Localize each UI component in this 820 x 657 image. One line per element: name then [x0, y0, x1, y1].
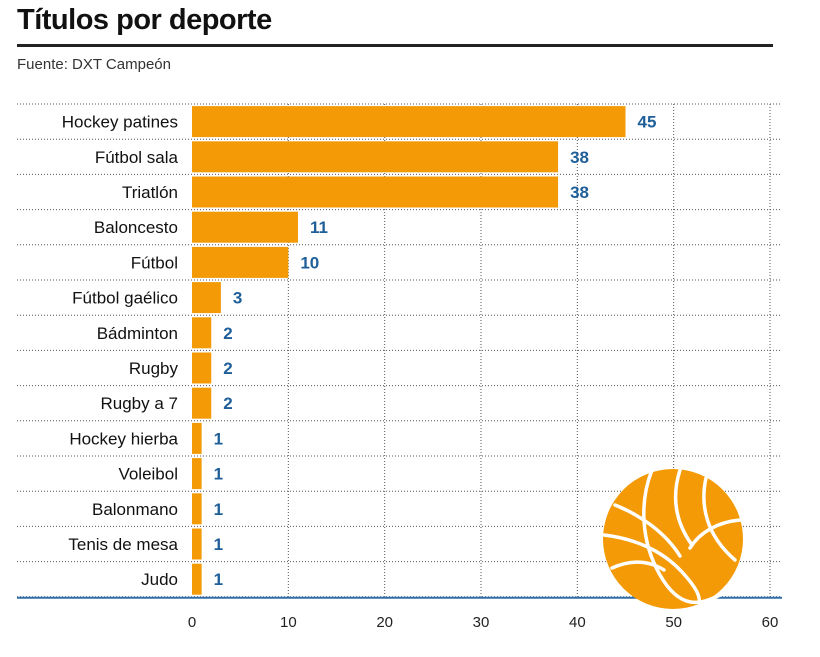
x-tick-label: 10 — [280, 614, 297, 631]
value-label: 1 — [214, 465, 223, 484]
bar — [192, 211, 298, 243]
value-label: 2 — [223, 324, 232, 343]
category-label: Baloncesto — [94, 218, 178, 237]
basketball-body — [603, 469, 743, 609]
category-label: Fútbol — [131, 253, 178, 272]
value-label: 11 — [310, 218, 328, 237]
bar — [192, 176, 559, 208]
bar — [192, 422, 202, 454]
value-label: 45 — [638, 113, 657, 132]
category-label: Tenis de mesa — [68, 535, 178, 554]
bar — [192, 141, 559, 173]
bar — [192, 106, 626, 138]
category-label: Fútbol sala — [95, 148, 179, 167]
basketball-seam — [613, 503, 682, 558]
bar — [192, 528, 202, 560]
value-label: 1 — [214, 570, 223, 589]
basketball-seam — [688, 518, 742, 550]
basketball-seam — [602, 533, 702, 608]
bar — [192, 317, 212, 349]
x-tick-label: 20 — [376, 614, 393, 631]
x-tick-label: 50 — [665, 614, 682, 631]
bar — [192, 493, 202, 525]
value-label: 10 — [300, 253, 319, 272]
basketball-seam — [673, 468, 694, 547]
value-label: 1 — [214, 535, 223, 554]
basketball-seam — [610, 560, 666, 572]
category-label: Hockey hierba — [69, 429, 178, 448]
bar — [192, 387, 212, 419]
category-label: Judo — [141, 570, 178, 589]
chart-source: Fuente: DXT Campeón — [17, 56, 171, 73]
value-label: 38 — [570, 148, 589, 167]
category-label: Voleibol — [118, 465, 178, 484]
grid-lines — [17, 103, 782, 598]
bar — [192, 282, 221, 314]
labels: Hockey patines 45 Fútbol sala 38 Triatlón 38 B… — [62, 113, 657, 590]
value-label: 3 — [233, 289, 242, 308]
value-label: 1 — [214, 429, 223, 448]
x-tick-label: 40 — [569, 614, 586, 631]
bar — [192, 563, 202, 595]
value-label: 2 — [223, 359, 232, 378]
category-label: Hockey patines — [62, 113, 178, 132]
bar — [192, 352, 212, 384]
title-rule — [17, 44, 773, 47]
category-label: Triatlón — [122, 183, 178, 202]
bars — [192, 106, 626, 595]
category-label: Rugby — [129, 359, 179, 378]
bar — [192, 458, 202, 490]
basketball-seam — [702, 476, 737, 562]
category-label: Balonmano — [92, 500, 178, 519]
x-tick-label: 0 — [188, 614, 196, 631]
value-label: 2 — [223, 394, 232, 413]
bar — [192, 246, 289, 278]
category-label: Fútbol gaélico — [72, 289, 178, 308]
x-tick-label: 60 — [762, 614, 779, 631]
chart-title: Títulos por deporte — [17, 4, 272, 36]
category-label: Rugby a 7 — [101, 394, 179, 413]
basketball-icon — [602, 468, 743, 609]
value-label: 1 — [214, 500, 223, 519]
value-label: 38 — [570, 183, 589, 202]
category-label: Bádminton — [97, 324, 178, 343]
x-tick-label: 30 — [473, 614, 490, 631]
